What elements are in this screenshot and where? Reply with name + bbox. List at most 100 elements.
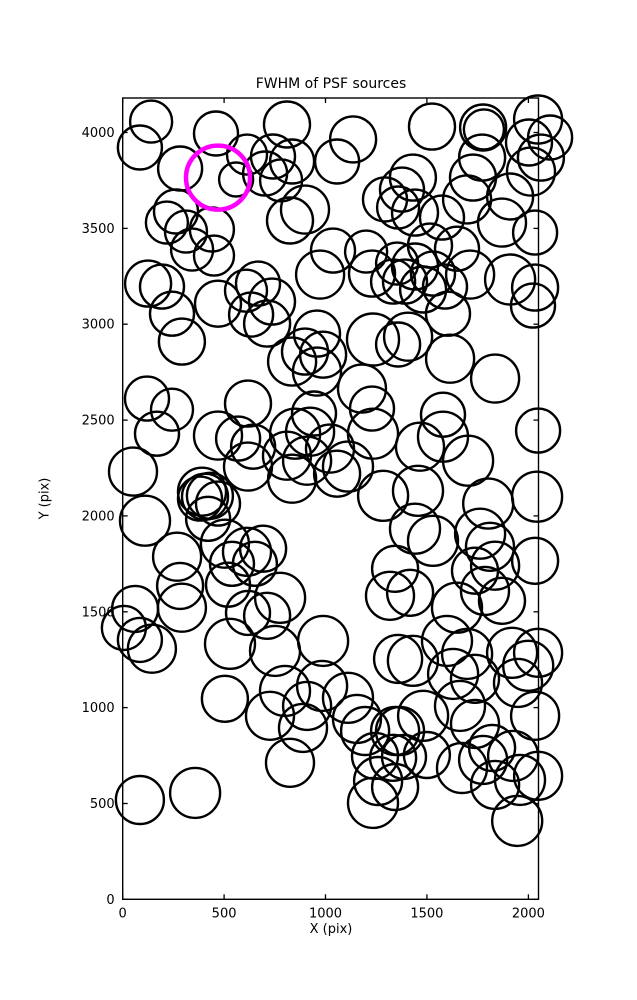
psf-source-marker xyxy=(348,385,396,432)
psf-source-marker xyxy=(242,299,292,348)
psf-source-marker xyxy=(449,653,501,704)
psf-source-marker xyxy=(476,197,528,248)
psf-source-marker xyxy=(345,312,401,367)
psf-source-marker xyxy=(380,733,428,781)
psf-source-marker xyxy=(223,268,269,313)
y-tick-label: 2500 xyxy=(82,414,115,429)
psf-source-marker xyxy=(279,184,331,235)
psf-source-marker xyxy=(266,453,318,504)
psf-source-marker xyxy=(343,229,389,274)
psf-source-marker xyxy=(258,158,304,203)
psf-source-marker xyxy=(370,762,420,812)
psf-source-marker xyxy=(424,333,476,384)
psf-source-marker xyxy=(402,730,452,780)
psf-source-marker xyxy=(281,680,333,732)
psf-source-marker xyxy=(420,614,474,668)
psf-source-marker xyxy=(194,480,242,527)
psf-source-marker xyxy=(346,407,400,460)
psf-source-marker xyxy=(229,423,277,470)
x-tick-label: 500 xyxy=(212,906,237,921)
psf-source-marker xyxy=(364,570,416,621)
psf-source-marker xyxy=(462,477,515,530)
psf-source-marker xyxy=(374,321,422,368)
psf-source-marker xyxy=(114,774,166,826)
psf-source-marker xyxy=(435,741,489,795)
psf-source-marker xyxy=(509,690,561,741)
psf-source-marker xyxy=(116,616,164,664)
psf-source-marker xyxy=(227,291,275,338)
psf-source-marker xyxy=(504,118,554,167)
psf-source-marker xyxy=(321,671,375,724)
psf-source-marker xyxy=(261,430,313,481)
psf-source-marker xyxy=(469,540,521,591)
psf-source-marker xyxy=(469,759,521,811)
psf-source-marker xyxy=(391,464,445,517)
psf-source-marker xyxy=(385,568,435,617)
psf-source-marker xyxy=(511,209,559,256)
y-tick-label: 3000 xyxy=(82,318,115,333)
highlighted-source-marker xyxy=(183,143,253,212)
psf-source-marker xyxy=(469,353,521,404)
psf-source-marker xyxy=(409,250,457,297)
psf-source-marker xyxy=(352,755,404,807)
psf-source-marker xyxy=(441,434,495,487)
psf-source-marker xyxy=(291,346,343,397)
psf-source-marker xyxy=(214,415,262,462)
psf-source-marker xyxy=(433,225,481,272)
x-tick-label: 1500 xyxy=(410,906,443,921)
psf-source-marker xyxy=(510,470,564,523)
y-tick-label: 3500 xyxy=(82,222,115,237)
psf-source-marker xyxy=(370,544,420,593)
psf-source-marker xyxy=(123,259,173,308)
psf-source-marker xyxy=(347,249,397,298)
psf-source-marker xyxy=(264,737,316,788)
psf-source-marker xyxy=(516,133,566,182)
psf-source-marker xyxy=(290,390,338,437)
psf-source-marker xyxy=(184,495,232,542)
psf-source-marker xyxy=(234,260,282,307)
x-axis-label: X (pix) xyxy=(309,922,353,937)
psf-source-marker xyxy=(169,227,215,272)
psf-source-marker xyxy=(217,161,255,198)
psf-source-marker xyxy=(388,502,442,555)
psf-source-marker xyxy=(378,166,426,213)
psf-source-marker xyxy=(382,311,434,362)
psf-source-marker xyxy=(157,317,207,366)
psf-source-marker xyxy=(163,209,209,254)
psf-source-marker xyxy=(390,188,440,237)
psf-source-marker xyxy=(138,263,186,310)
psf-source-marker xyxy=(492,657,544,709)
psf-source-marker xyxy=(116,124,164,171)
y-tick-label: 1500 xyxy=(82,605,115,620)
psf-source-marker xyxy=(386,634,440,687)
psf-source-marker xyxy=(203,617,257,670)
x-tick-label: 1000 xyxy=(309,906,342,921)
psf-source-marker xyxy=(133,410,181,457)
psf-source-marker xyxy=(493,753,547,807)
psf-source-marker xyxy=(151,531,203,582)
psf-source-marker xyxy=(294,249,346,300)
psf-source-marker xyxy=(510,263,560,312)
psf-source-marker xyxy=(509,282,557,329)
x-tick-label: 2000 xyxy=(512,906,545,921)
x-tick-label: 0 xyxy=(119,906,127,921)
psf-source-marker xyxy=(418,194,466,241)
y-tick-label: 0 xyxy=(106,893,114,908)
psf-source-marker xyxy=(192,110,240,157)
psf-source-marker xyxy=(309,227,357,274)
psf-source-marker xyxy=(123,375,171,422)
psf-source-marker xyxy=(244,690,296,741)
psf-source-marker xyxy=(510,536,560,585)
psf-source-marker xyxy=(356,469,410,522)
psf-source-marker xyxy=(155,561,205,611)
psf-source-marker xyxy=(107,446,159,497)
psf-source-marker xyxy=(200,674,250,723)
psf-source-marker xyxy=(440,627,494,681)
psf-source-marker xyxy=(265,196,315,245)
psf-source-marker xyxy=(321,440,375,493)
psf-source-marker xyxy=(238,524,288,573)
psf-source-marker xyxy=(192,410,244,461)
axes-spines xyxy=(121,97,540,900)
psf-source-marker xyxy=(193,279,243,328)
psf-source-marker xyxy=(208,540,256,587)
